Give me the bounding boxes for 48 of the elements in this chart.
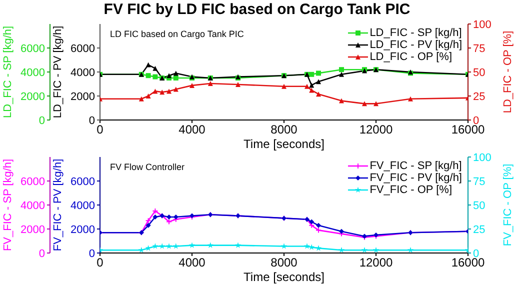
x-tick-label: 12000: [359, 122, 394, 137]
y2-tick-label: 50: [473, 66, 486, 79]
text: LD FIC based on Cargo Tank PIC: [110, 29, 244, 39]
y2-tick-label: 25: [473, 90, 486, 103]
y3-tick-label: 6000: [20, 42, 45, 55]
x-tick-label: 12000: [359, 256, 394, 270]
x-axis-title: Time [seconds]: [244, 137, 324, 151]
y2-tick-label: 100: [473, 18, 492, 31]
y-axis-title: FV_FIC - PV [kg/h]: [52, 158, 64, 252]
text: FV Flow Controller: [110, 162, 185, 172]
y3-tick-label: 4000: [20, 200, 45, 212]
y-axis-title: LD_FIC - PV [kg/h]: [52, 26, 64, 118]
y-tick-label: 6000: [70, 42, 95, 55]
x-tick-label: 4000: [178, 122, 206, 137]
y3-axis-title: LD_FIC - SP [kg/h]: [2, 26, 14, 118]
y2-axis-title: FV_FIC - OP [%]: [502, 164, 514, 246]
y3-tick-label: 2000: [20, 224, 45, 236]
y3-tick-label: 0: [38, 114, 45, 127]
y3-tick-label: 2000: [20, 90, 45, 103]
x-tick-label: 8000: [270, 256, 298, 270]
y-tick-label: 2000: [70, 90, 95, 103]
y2-tick-label: 100: [473, 152, 492, 164]
legend-label: LD_FIC - PV [kg/h]: [370, 39, 462, 51]
y-tick-label: 4000: [70, 66, 95, 79]
y3-tick-label: 4000: [20, 66, 45, 79]
y-tick-label: 4000: [70, 200, 95, 212]
y2-tick-label: 50: [473, 200, 486, 212]
x-tick-label: 4000: [178, 256, 206, 270]
y2-tick-label: 75: [473, 42, 486, 55]
y3-tick-label: 6000: [20, 176, 45, 188]
y2-tick-label: 75: [473, 176, 486, 188]
legend-label: FV_FIC - PV [kg/h]: [370, 172, 462, 184]
legend-label: LD_FIC - OP [%]: [370, 51, 452, 63]
x-tick-label: 16000: [451, 122, 486, 137]
y-tick-label: 0: [88, 114, 95, 127]
y-tick-label: 0: [88, 248, 95, 260]
y2-axis-title: LD_FIC - OP [%]: [502, 30, 514, 114]
x-axis-title: Time [seconds]: [244, 270, 324, 284]
y-tick-label: 6000: [70, 176, 95, 188]
y3-axis-title: FV_FIC - SP [kg/h]: [2, 158, 14, 252]
y-tick-label: 2000: [70, 224, 95, 236]
legend-label: FV_FIC - SP [kg/h]: [370, 160, 462, 172]
y2-tick-label: 25: [473, 224, 486, 236]
legend-label: FV_FIC - OP [%]: [370, 184, 452, 196]
y3-tick-label: 0: [38, 248, 45, 260]
legend-label: LD_FIC - SP [kg/h]: [370, 27, 462, 39]
chart-title: FV FIC by LD FIC based on Cargo Tank PIC: [102, 0, 412, 19]
x-tick-label: 8000: [270, 122, 298, 137]
